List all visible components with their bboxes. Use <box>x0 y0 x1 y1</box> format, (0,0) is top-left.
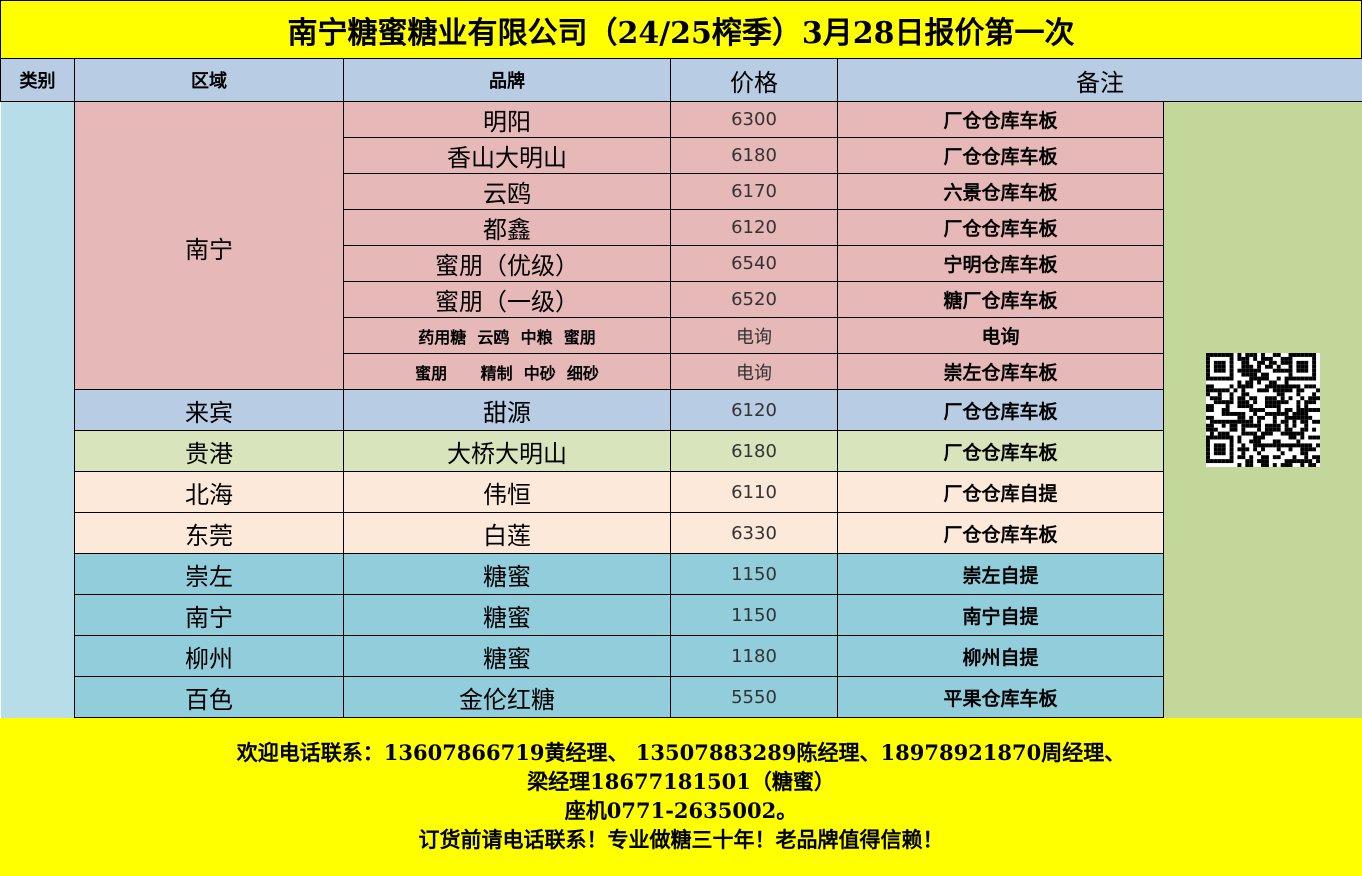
price-cell: 6540 <box>670 245 838 282</box>
header-price: 价格 <box>670 58 838 102</box>
price-cell: 6110 <box>670 471 838 513</box>
remark-cell: 厂仓仓库车板 <box>837 137 1164 174</box>
brand-cell: 糖蜜 <box>343 594 671 636</box>
remark-cell: 六景仓库车板 <box>837 173 1164 210</box>
footer-line: 订货前请电话联系！专业做糖三十年！老品牌值得信赖！ <box>418 827 944 852</box>
price-cell: 6180 <box>670 430 838 472</box>
price-cell: 6120 <box>670 209 838 246</box>
price-cell: 电询 <box>670 317 838 354</box>
remark-cell: 厂仓仓库车板 <box>837 430 1164 472</box>
remark-cell: 平果仓库车板 <box>837 676 1164 718</box>
remark-cell: 厂仓仓库车板 <box>837 101 1164 138</box>
remark-cell: 崇左仓库车板 <box>837 353 1164 390</box>
contact-footer: 欢迎电话联系：13607866719黄经理、 13507883289陈经理、18… <box>0 718 1362 876</box>
brand-cell: 香山大明山 <box>343 137 671 174</box>
brand-cell: 蜜朋（优级） <box>343 245 671 282</box>
table-row: 百色 金伦红糖 5550 平果仓库车板 <box>0 676 1362 718</box>
price-cell: 1180 <box>670 635 838 677</box>
remark-cell: 宁明仓库车板 <box>837 245 1164 282</box>
brand-cell: 都鑫 <box>343 209 671 246</box>
header-brand: 品牌 <box>343 58 671 102</box>
price-cell: 电询 <box>670 353 838 390</box>
region-cell: 柳州 <box>74 635 344 677</box>
price-cell: 1150 <box>670 553 838 595</box>
region-cell: 贵港 <box>74 430 344 472</box>
brand-cell: 云鸥 <box>343 173 671 210</box>
price-cell: 6520 <box>670 281 838 318</box>
footer-line: 梁经理18677181501（糖蜜） <box>527 769 835 794</box>
category-column <box>0 101 75 718</box>
remark-cell: 崇左自提 <box>837 553 1164 595</box>
table-row: 柳州 糖蜜 1180 柳州自提 <box>0 635 1362 677</box>
region-cell: 百色 <box>74 676 344 718</box>
remark-cell: 电询 <box>837 317 1164 354</box>
price-cell: 6300 <box>670 101 838 138</box>
table-row: 香山大明山 6180 厂仓仓库车板 <box>0 137 1362 174</box>
header-region: 区域 <box>74 58 344 102</box>
table-row: 来宾 甜源 6120 厂仓仓库车板 <box>0 389 1362 431</box>
page-title: 南宁糖蜜糖业有限公司（24/25榨季）3月28日报价第一次 <box>0 0 1362 59</box>
brand-cell: 糖蜜 <box>343 553 671 595</box>
brand-cell: 糖蜜 <box>343 635 671 677</box>
table-row: 崇左 糖蜜 1150 崇左自提 <box>0 553 1362 595</box>
price-cell: 5550 <box>670 676 838 718</box>
brand-cell: 甜源 <box>343 389 671 431</box>
remark-cell: 厂仓仓库车板 <box>837 512 1164 554</box>
price-cell: 1150 <box>670 594 838 636</box>
table-row: 南宁 糖蜜 1150 南宁自提 <box>0 594 1362 636</box>
qr-code-icon <box>1206 352 1321 467</box>
table-row: 南宁 明阳 6300 厂仓仓库车板 <box>0 101 1362 718</box>
header-category: 类别 <box>0 58 75 102</box>
table-row: 北海 伟恒 6110 厂仓仓库自提 <box>0 471 1362 513</box>
region-cell: 北海 <box>74 471 344 513</box>
price-cell: 6330 <box>670 512 838 554</box>
region-cell: 南宁 <box>74 101 344 390</box>
brand-cell: 金伦红糖 <box>343 676 671 718</box>
region-cell: 南宁 <box>74 594 344 636</box>
region-cell: 来宾 <box>74 389 344 431</box>
remark-cell: 柳州自提 <box>837 635 1164 677</box>
footer-line: 座机0771-2635002。 <box>564 798 798 823</box>
remark-cell: 厂仓仓库自提 <box>837 471 1164 513</box>
header-remark: 备注 <box>837 58 1362 102</box>
brand-cell: 蜜朋（一级） <box>343 281 671 318</box>
brand-cell: 白莲 <box>343 512 671 554</box>
brand-cell: 大桥大明山 <box>343 430 671 472</box>
remark-cell: 糖厂仓库车板 <box>837 281 1164 318</box>
header-row: 类别 区域 品牌 价格 备注 <box>0 58 1362 102</box>
brand-cell: 蜜朋 精制 中砂 细砂 <box>343 353 671 390</box>
table-row: 贵港 大桥大明山 6180 厂仓仓库车板 <box>0 430 1362 472</box>
table-row: 东莞 白莲 6330 厂仓仓库车板 <box>0 512 1362 554</box>
remark-cell: 厂仓仓库车板 <box>837 209 1164 246</box>
brand-cell: 明阳 <box>343 101 671 138</box>
remark-cell: 南宁自提 <box>837 594 1164 636</box>
brand-cell: 药用糖 云鸥 中粮 蜜朋 <box>343 317 671 354</box>
region-cell: 崇左 <box>74 553 344 595</box>
price-cell: 6180 <box>670 137 838 174</box>
remark-cell: 厂仓仓库车板 <box>837 389 1164 431</box>
side-panel <box>1163 101 1362 718</box>
price-cell: 6120 <box>670 389 838 431</box>
footer-line: 欢迎电话联系：13607866719黄经理、 13507883289陈经理、18… <box>236 740 1126 765</box>
price-cell: 6170 <box>670 173 838 210</box>
region-cell: 东莞 <box>74 512 344 554</box>
price-table: 类别 区域 品牌 价格 备注 南宁 明阳 6300 厂仓仓库车板 香山大明山 6180 厂仓… <box>0 58 1362 718</box>
brand-cell: 伟恒 <box>343 471 671 513</box>
